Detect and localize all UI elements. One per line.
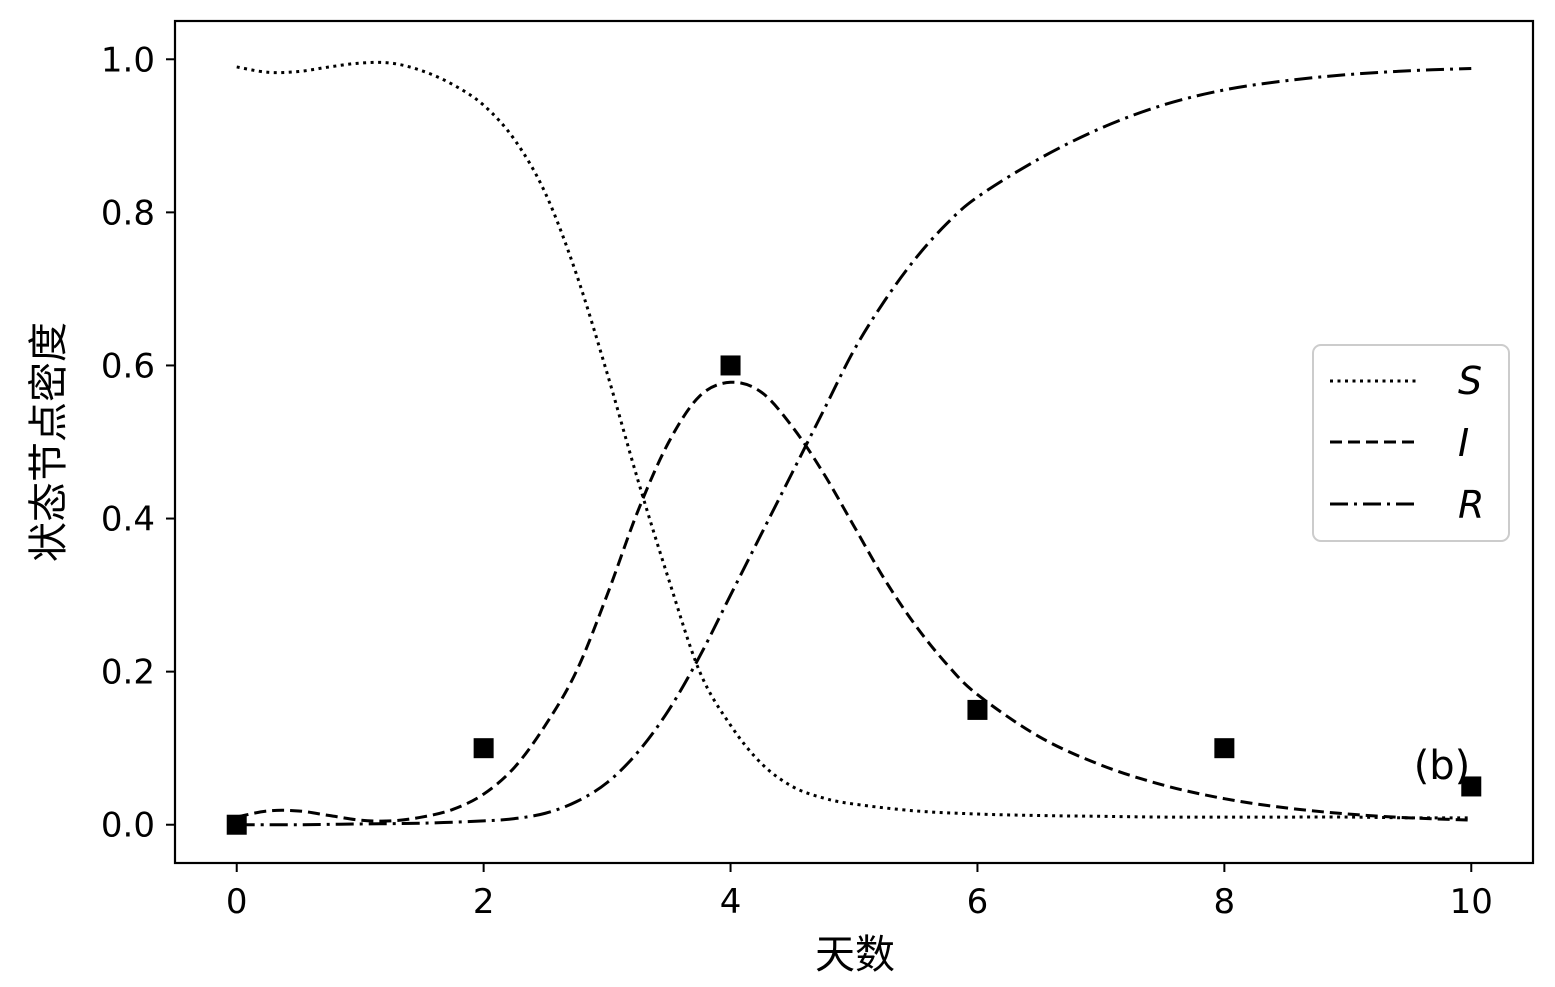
x-tick-label: 8 xyxy=(1214,882,1236,922)
legend-label-r: R xyxy=(1458,483,1484,527)
y-tick-label: 0.0 xyxy=(101,806,155,846)
y-tick-label: 1.0 xyxy=(101,40,155,80)
y-axis: 0.0 0.2 0.4 0.6 0.8 1.0 xyxy=(101,40,175,846)
x-tick-label: 10 xyxy=(1450,882,1493,922)
legend-label-s: S xyxy=(1458,359,1482,403)
data-marker xyxy=(226,814,247,835)
series-line-r xyxy=(236,66,1472,827)
x-tick-label: 4 xyxy=(720,882,742,922)
data-marker xyxy=(473,738,494,759)
data-marker xyxy=(720,355,741,376)
y-tick-label: 0.4 xyxy=(101,500,155,540)
x-tick-label: 6 xyxy=(967,882,989,922)
legend: S I R xyxy=(1312,344,1510,542)
legend-label-i: I xyxy=(1458,421,1469,465)
y-tick-label: 0.8 xyxy=(101,193,155,233)
x-axis-title: 天数 xyxy=(815,932,895,978)
marker-layer xyxy=(226,355,1482,835)
series-line-s xyxy=(236,60,1472,820)
data-marker xyxy=(1214,738,1235,759)
series-line-i xyxy=(236,380,1472,823)
x-tick-label: 2 xyxy=(473,882,495,922)
x-tick-label: 0 xyxy=(226,882,248,922)
panel-annotation: (b) xyxy=(1414,743,1471,789)
y-axis-title: 状态节点密度 xyxy=(26,322,72,562)
plot-frame xyxy=(173,19,1535,865)
y-tick-label: 0.6 xyxy=(101,346,155,386)
y-tick-label: 0.2 xyxy=(101,653,155,693)
series-layer xyxy=(236,60,1472,827)
data-marker xyxy=(1461,776,1482,797)
x-axis: 0 2 4 6 8 10 xyxy=(226,863,1493,922)
data-marker xyxy=(967,699,988,720)
